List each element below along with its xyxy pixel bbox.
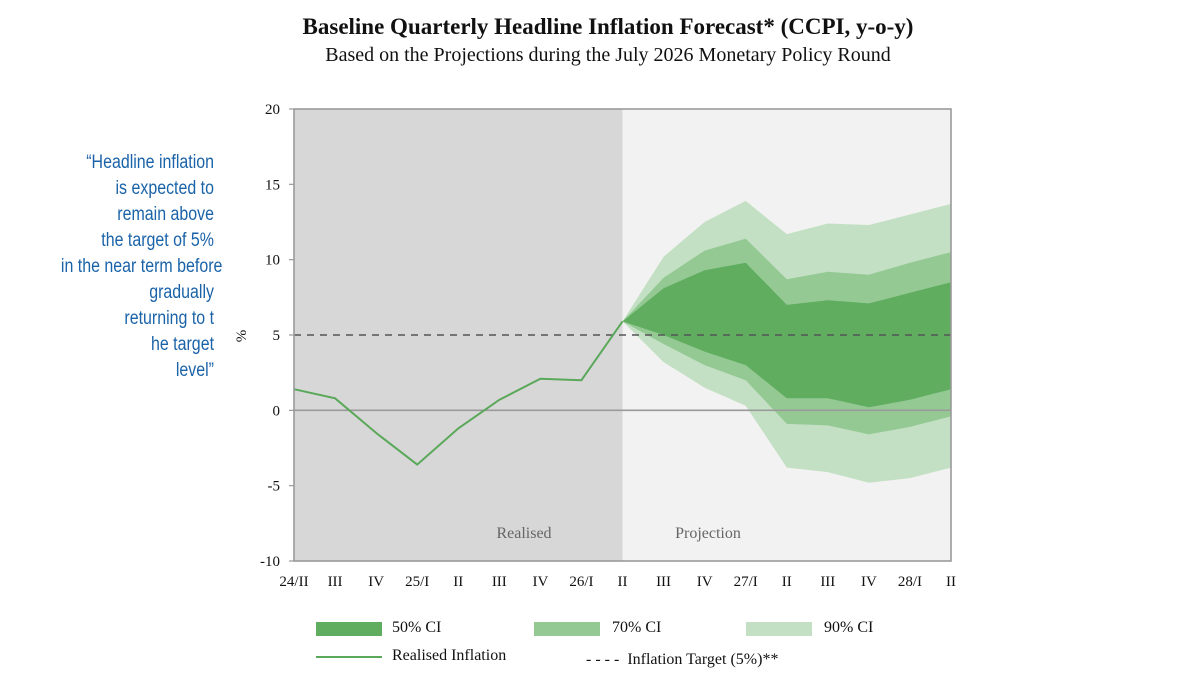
y-tick-label: 20 bbox=[265, 102, 280, 118]
quote-line: in the near term before bbox=[60, 256, 223, 277]
x-tick-label: III bbox=[656, 574, 671, 590]
legend-label-70ci: 70% CI bbox=[612, 619, 662, 636]
quote-callout: “Headline inflation is expected to remain … bbox=[59, 150, 222, 384]
x-tick-label: 28/I bbox=[898, 574, 922, 590]
x-tick-label: II bbox=[618, 574, 628, 590]
x-tick-label: 27/I bbox=[734, 574, 758, 590]
x-tick-label: II bbox=[782, 574, 792, 590]
x-tick-label: 24/II bbox=[279, 574, 308, 590]
quote-line: the target of 5% bbox=[101, 230, 214, 251]
quote-line: level” bbox=[175, 360, 214, 381]
x-tick-label: 26/I bbox=[569, 574, 593, 590]
x-tick-label: 25/I bbox=[405, 574, 429, 590]
legend-label-50ci: 50% CI bbox=[392, 619, 442, 636]
quote-line: remain above bbox=[117, 204, 214, 225]
quote-line: “Headline inflation bbox=[86, 152, 214, 173]
y-tick-label: 15 bbox=[265, 177, 280, 193]
quote-line: he target bbox=[151, 334, 214, 355]
x-tick-label: II bbox=[946, 574, 956, 590]
legend-label-90ci: 90% CI bbox=[824, 619, 874, 636]
region-label-projection: Projection bbox=[675, 525, 741, 542]
quote-line: is expected to bbox=[115, 178, 214, 199]
legend-swatch-70ci bbox=[534, 622, 600, 636]
legend-label-target: - - - - Inflation Target (5%)** bbox=[586, 651, 779, 668]
quote-line: gradually bbox=[149, 282, 214, 303]
legend-label-realised: Realised Inflation bbox=[392, 647, 507, 664]
chart-title: Baseline Quarterly Headline Inflation Fo… bbox=[302, 14, 914, 39]
y-tick-label: 0 bbox=[273, 403, 281, 419]
x-tick-label: III bbox=[492, 574, 507, 590]
legend-swatch-realised-line bbox=[316, 656, 382, 658]
y-tick-label: 10 bbox=[265, 253, 280, 269]
band-50ci bbox=[622, 262, 951, 408]
y-tick-label: -5 bbox=[268, 479, 281, 495]
realised-inflation-line bbox=[293, 320, 624, 466]
chart-subtitle: Based on the Projections during the July… bbox=[325, 44, 891, 66]
y-axis-label: % bbox=[234, 330, 250, 343]
legend-swatch-50ci bbox=[316, 622, 382, 636]
y-tick-label: 5 bbox=[273, 328, 281, 344]
quote-line: returning to t bbox=[124, 308, 214, 329]
region-label-realised: Realised bbox=[496, 525, 551, 542]
x-tick-label: IV bbox=[861, 574, 877, 590]
x-tick-label: II bbox=[453, 574, 463, 590]
x-tick-label: IV bbox=[697, 574, 713, 590]
legend-swatch-90ci bbox=[746, 622, 812, 636]
x-tick-label: IV bbox=[532, 574, 548, 590]
x-tick-label: III bbox=[820, 574, 835, 590]
x-tick-label: III bbox=[328, 574, 343, 590]
y-tick-label: -10 bbox=[260, 554, 280, 570]
x-tick-label: IV bbox=[368, 574, 384, 590]
